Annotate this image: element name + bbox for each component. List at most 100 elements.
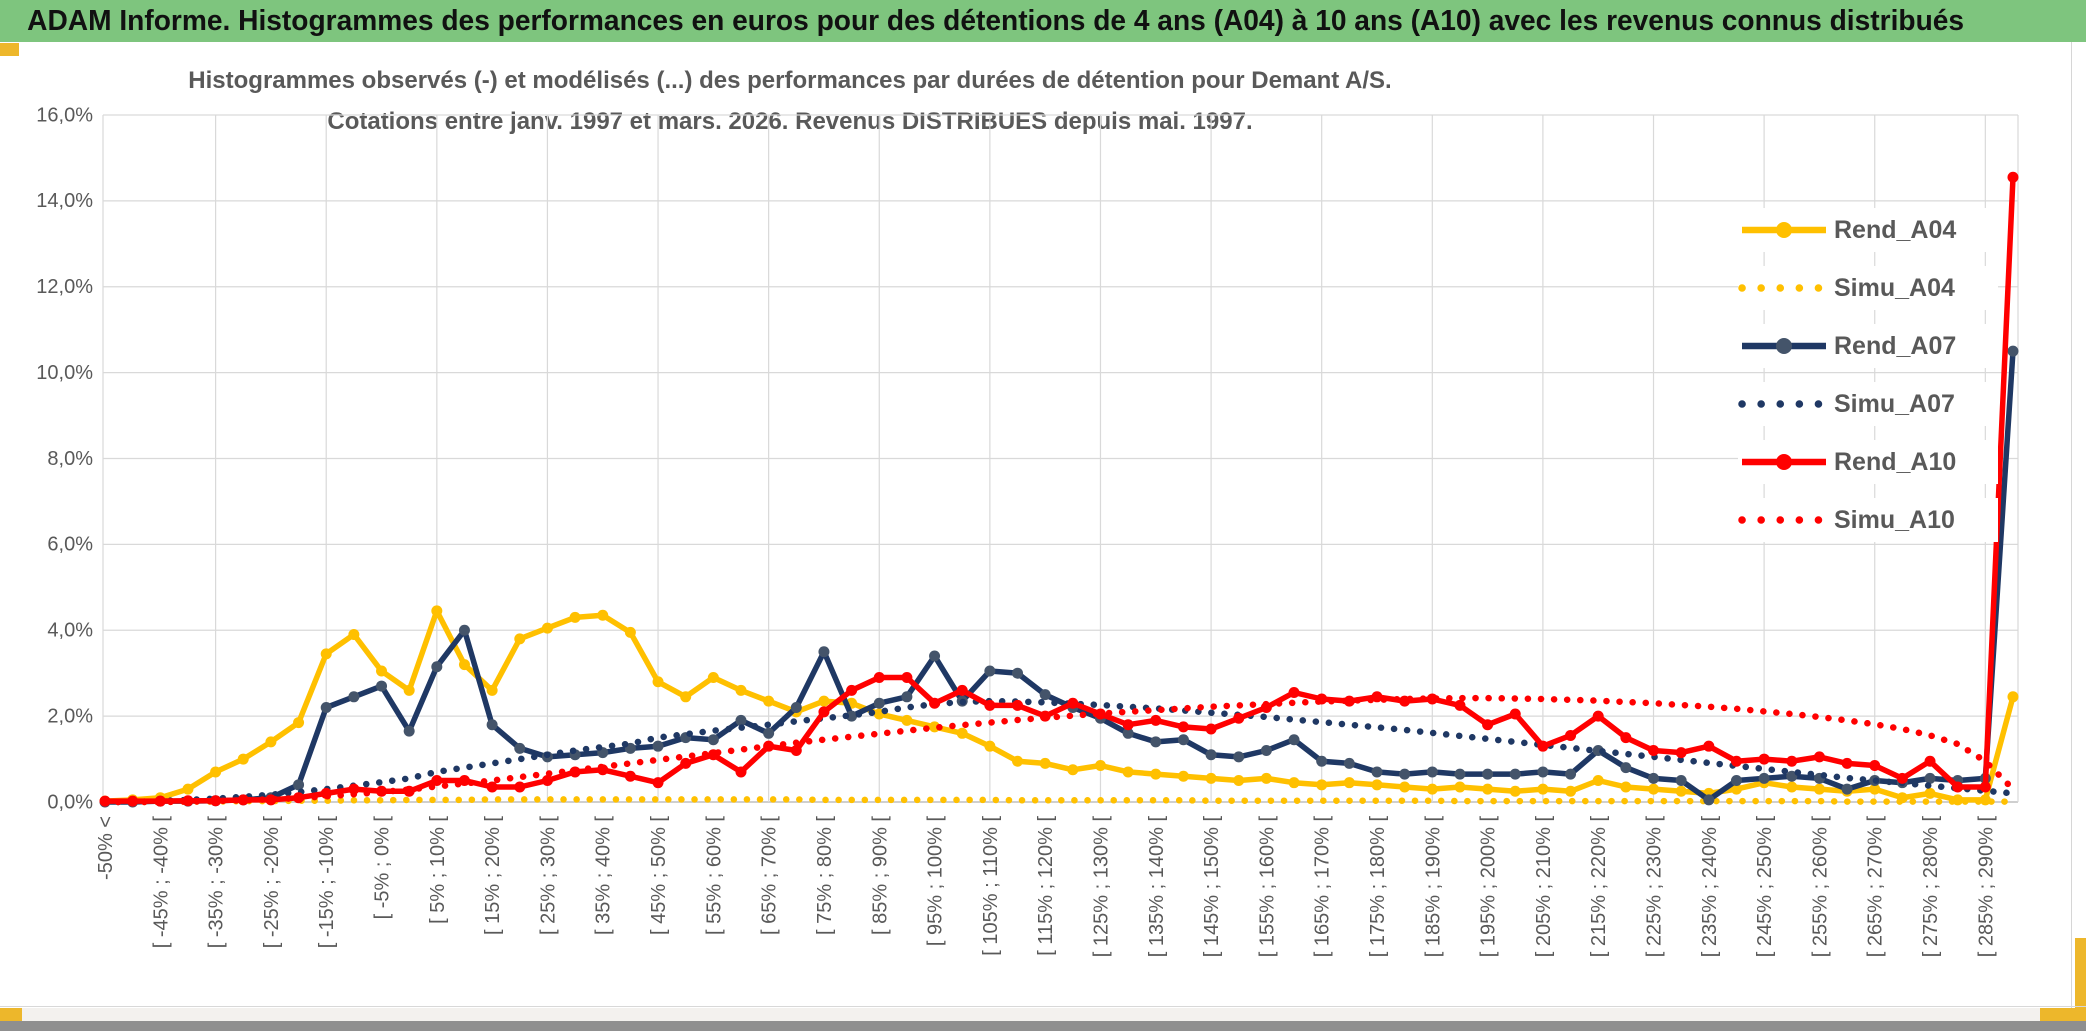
series-rend_a04-marker (1094, 760, 1106, 772)
legend-item-simu_a07[interactable]: Simu_A07 (1738, 382, 1998, 426)
x-axis-tick-label: [ 285% ; 290% [ (1975, 816, 1997, 958)
series-rend_a10-marker (1288, 687, 1300, 699)
x-axis-tick-label: [ 195% ; 200% [ (1478, 816, 1500, 958)
x-axis-tick-label: [ 255% ; 260% [ (1809, 816, 1831, 958)
series-rend_a10-marker (1952, 781, 1964, 793)
series-rend_a07-marker (320, 702, 332, 714)
series-rend_a07-marker (1150, 736, 1162, 748)
series-rend_a04-marker (1648, 783, 1660, 795)
series-rend_a04-marker (1924, 787, 1936, 799)
gold-corner-accent-bottom-right (2040, 1008, 2086, 1021)
x-axis-tick-label: -50% < (95, 816, 117, 880)
series-rend_a10-marker (237, 794, 249, 806)
series-rend_a07-marker (1316, 755, 1328, 767)
series-rend_a04-marker (1316, 779, 1328, 791)
series-rend_a10-line (102, 174, 2016, 804)
series-rend_a10-marker (1205, 723, 1217, 735)
y-axis-tick-label: 14,0% (36, 190, 93, 212)
series-rend_a10-marker (846, 684, 858, 696)
series-rend_a10-marker (1758, 753, 1770, 765)
legend-item-rend_a10[interactable]: Rend_A10 (1738, 440, 1998, 484)
series-rend_a04-marker (652, 676, 664, 688)
series-rend_a10-marker (735, 766, 747, 778)
series-rend_a04-marker (514, 633, 526, 645)
series-rend_a07-marker (1703, 794, 1715, 806)
series-rend_a07-marker (1730, 775, 1742, 787)
series-rend_a04-marker (237, 753, 249, 765)
series-rend_a04-marker (1150, 768, 1162, 780)
series-simu_a07-line (101, 697, 2017, 806)
series-rend_a04-marker (735, 684, 747, 696)
series-rend_a10-marker (1233, 712, 1245, 724)
legend-line-sample-dotted (1738, 400, 1830, 408)
series-rend_a10-marker (1537, 740, 1549, 752)
series-rend_a04-marker (1260, 772, 1272, 784)
series-rend_a07-marker (1648, 772, 1660, 784)
x-axis-tick-label: [ 235% ; 240% [ (1699, 816, 1721, 958)
x-axis-tick-label: [ 115% ; 120% [ (1035, 816, 1057, 956)
legend-item-rend_a04[interactable]: Rend_A04 (1738, 208, 1998, 252)
series-rend_a07-marker (1177, 734, 1189, 746)
series-rend_a10-marker (348, 783, 360, 795)
series-rend_a10-marker (1067, 697, 1079, 709)
series-rend_a04-marker (1426, 783, 1438, 795)
series-rend_a04-marker (403, 684, 415, 696)
series-rend_a07-marker (1343, 757, 1355, 769)
series-rend_a04-marker (182, 783, 194, 795)
series-rend_a10-marker (929, 697, 941, 709)
y-axis-tick-label: 2,0% (47, 705, 93, 727)
series-rend_a04-marker (956, 727, 968, 739)
y-axis-tick-label: 8,0% (47, 448, 93, 470)
series-rend_a04-marker (320, 648, 332, 660)
series-rend_a04-marker (624, 626, 636, 638)
series-rend_a07-marker (1039, 689, 1051, 701)
y-axis-tick-label: 6,0% (47, 534, 93, 556)
series-rend_a10-marker (652, 777, 664, 789)
legend-item-simu_a10[interactable]: Simu_A10 (1738, 498, 1998, 542)
legend-label: Simu_A07 (1834, 389, 1955, 418)
series-rend_a04-marker (597, 609, 609, 621)
series-rend_a10-marker (1896, 772, 1908, 784)
series-rend_a10-marker (1813, 751, 1825, 763)
series-rend_a10-marker (1869, 760, 1881, 772)
bottom-scroll-strip[interactable] (0, 1008, 2086, 1021)
series-rend_a07-marker (1482, 768, 1494, 780)
series-rend_a07-marker (1454, 768, 1466, 780)
x-axis-tick-label: [ 135% ; 140% [ (1146, 816, 1168, 958)
series-rend_a07-marker (1122, 727, 1134, 739)
series-rend_a10-marker (790, 744, 802, 756)
y-axis-tick-label: 4,0% (47, 620, 93, 642)
x-axis-tick-label: [ -15% ; -10% [ (316, 816, 338, 949)
x-axis-tick-label: [ 145% ; 150% [ (1201, 816, 1223, 958)
series-rend_a04-marker (2007, 691, 2019, 703)
series-rend_a04-marker (1675, 785, 1687, 797)
gold-corner-accent-bottom-left (0, 1008, 22, 1021)
series-rend_a04-marker (348, 629, 360, 641)
series-rend_a04-marker (1039, 757, 1051, 769)
legend-item-rend_a07[interactable]: Rend_A07 (1738, 324, 1998, 368)
series-rend_a04-marker (1537, 783, 1549, 795)
series-rend_a10-marker (1592, 710, 1604, 722)
series-rend_a10-marker (1565, 729, 1577, 741)
x-axis-tick-label: [ 175% ; 180% [ (1367, 816, 1389, 958)
series-rend_a07-marker (1786, 770, 1798, 782)
legend-item-simu_a04[interactable]: Simu_A04 (1738, 266, 1998, 310)
series-rend_a10-marker (514, 781, 526, 793)
series-rend_a04-marker (1730, 783, 1742, 795)
x-axis-tick-label: [ -35% ; -30% [ (206, 816, 228, 949)
series-rend_a07-marker (1565, 768, 1577, 780)
series-rend_a07-marker (431, 661, 443, 673)
x-axis-tick-label: [ 55% ; 60% [ (703, 816, 725, 935)
series-rend_a07-marker (1509, 768, 1521, 780)
series-rend_a04-marker (1288, 777, 1300, 789)
legend-line-sample-dotted (1738, 516, 1830, 524)
x-axis-tick-label: [ 105% ; 110% [ (980, 816, 1002, 956)
legend-label: Rend_A04 (1834, 215, 1957, 244)
series-rend_a04-marker (984, 740, 996, 752)
legend-label: Rend_A10 (1834, 447, 1957, 476)
series-rend_a04-marker (376, 665, 388, 677)
series-rend_a07-marker (1841, 783, 1853, 795)
legend-label: Rend_A07 (1834, 331, 1957, 360)
x-axis-tick-label: [ 205% ; 210% [ (1533, 816, 1555, 958)
x-axis-tick-label: [ 225% ; 230% [ (1644, 816, 1666, 958)
